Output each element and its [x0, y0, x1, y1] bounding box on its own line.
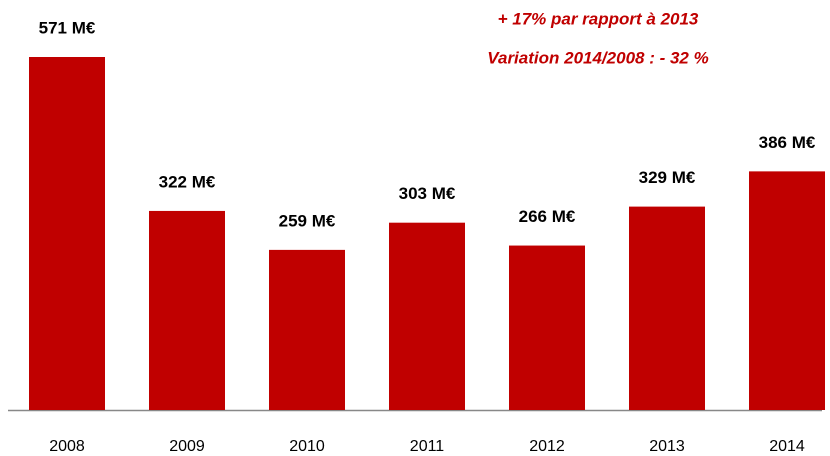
value-label: 329 M€	[639, 168, 696, 187]
annotation: + 17% par rapport à 2013	[498, 9, 699, 28]
value-label: 259 M€	[279, 211, 336, 230]
bar	[29, 57, 105, 410]
x-tick-label: 2012	[529, 438, 565, 455]
value-label: 322 M€	[159, 172, 216, 191]
x-tick-label: 2008	[49, 438, 85, 455]
value-label: 303 M€	[399, 184, 456, 203]
x-tick-label: 2013	[649, 438, 685, 455]
bar	[149, 210, 225, 410]
annotation: Variation 2014/2008 : - 32 %	[487, 48, 708, 67]
value-label: 386 M€	[759, 133, 816, 152]
value-label: 266 M€	[519, 207, 576, 226]
x-tick-label: 2010	[289, 438, 325, 455]
x-tick-label: 2011	[410, 438, 445, 455]
value-label: 571 M€	[39, 18, 96, 37]
bar	[509, 245, 585, 410]
bar	[749, 171, 825, 410]
x-tick-label: 2009	[169, 438, 205, 455]
bar	[389, 222, 465, 410]
bar	[629, 206, 705, 410]
bar	[269, 249, 345, 410]
x-tick-label: 2014	[769, 438, 805, 455]
